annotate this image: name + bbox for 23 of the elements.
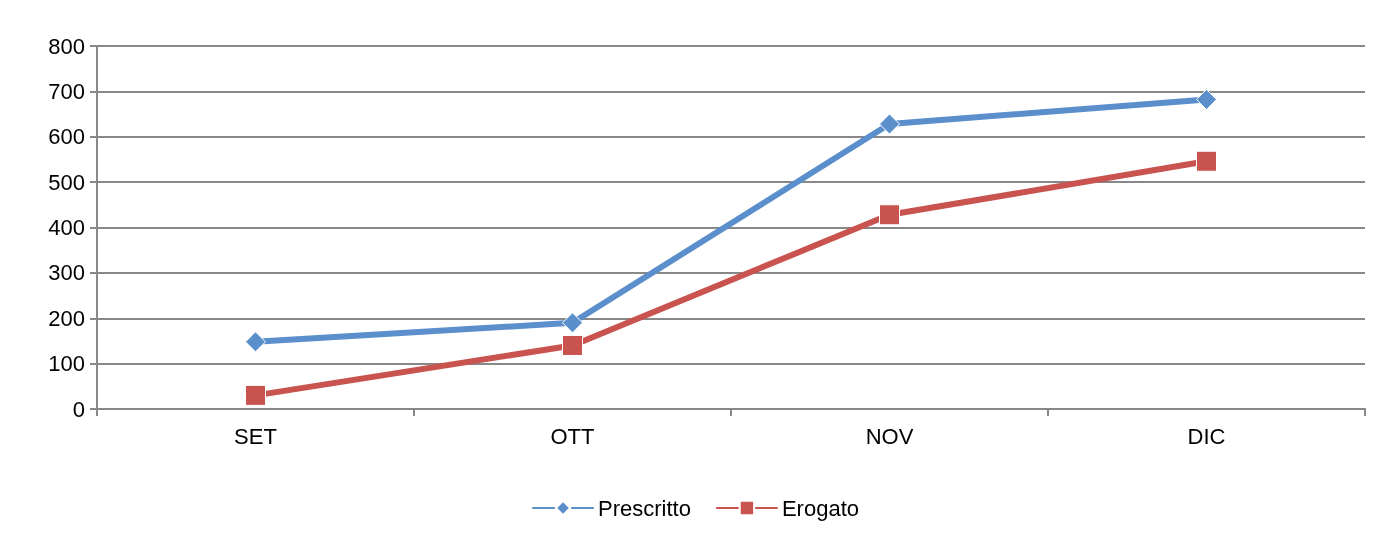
y-tick-label: 200 [48, 305, 85, 331]
y-tick-label: 400 [48, 215, 85, 240]
legend-label: Prescritto [598, 495, 691, 521]
y-tick-label: 300 [48, 260, 85, 286]
point [879, 204, 900, 226]
point [245, 384, 266, 406]
y-tick-label: 600 [48, 124, 85, 150]
y-tick-label: 700 [48, 78, 85, 104]
point [879, 113, 900, 135]
y-tick-label: 100 [48, 351, 85, 377]
legend-label: Erogato [781, 495, 859, 521]
y-tick-label: 500 [48, 169, 85, 195]
y-tick-label: 0 [72, 396, 85, 422]
x-tick-label: NOV [865, 423, 914, 449]
x-tick-label: OTT [550, 423, 595, 449]
x-tick-label: DIC [1187, 423, 1226, 449]
point [1196, 150, 1217, 172]
point [562, 334, 583, 356]
point [245, 331, 266, 353]
point [562, 312, 583, 334]
x-tick-label: SET [234, 423, 277, 449]
point [1196, 89, 1217, 111]
y-tick-label: 800 [48, 33, 85, 59]
